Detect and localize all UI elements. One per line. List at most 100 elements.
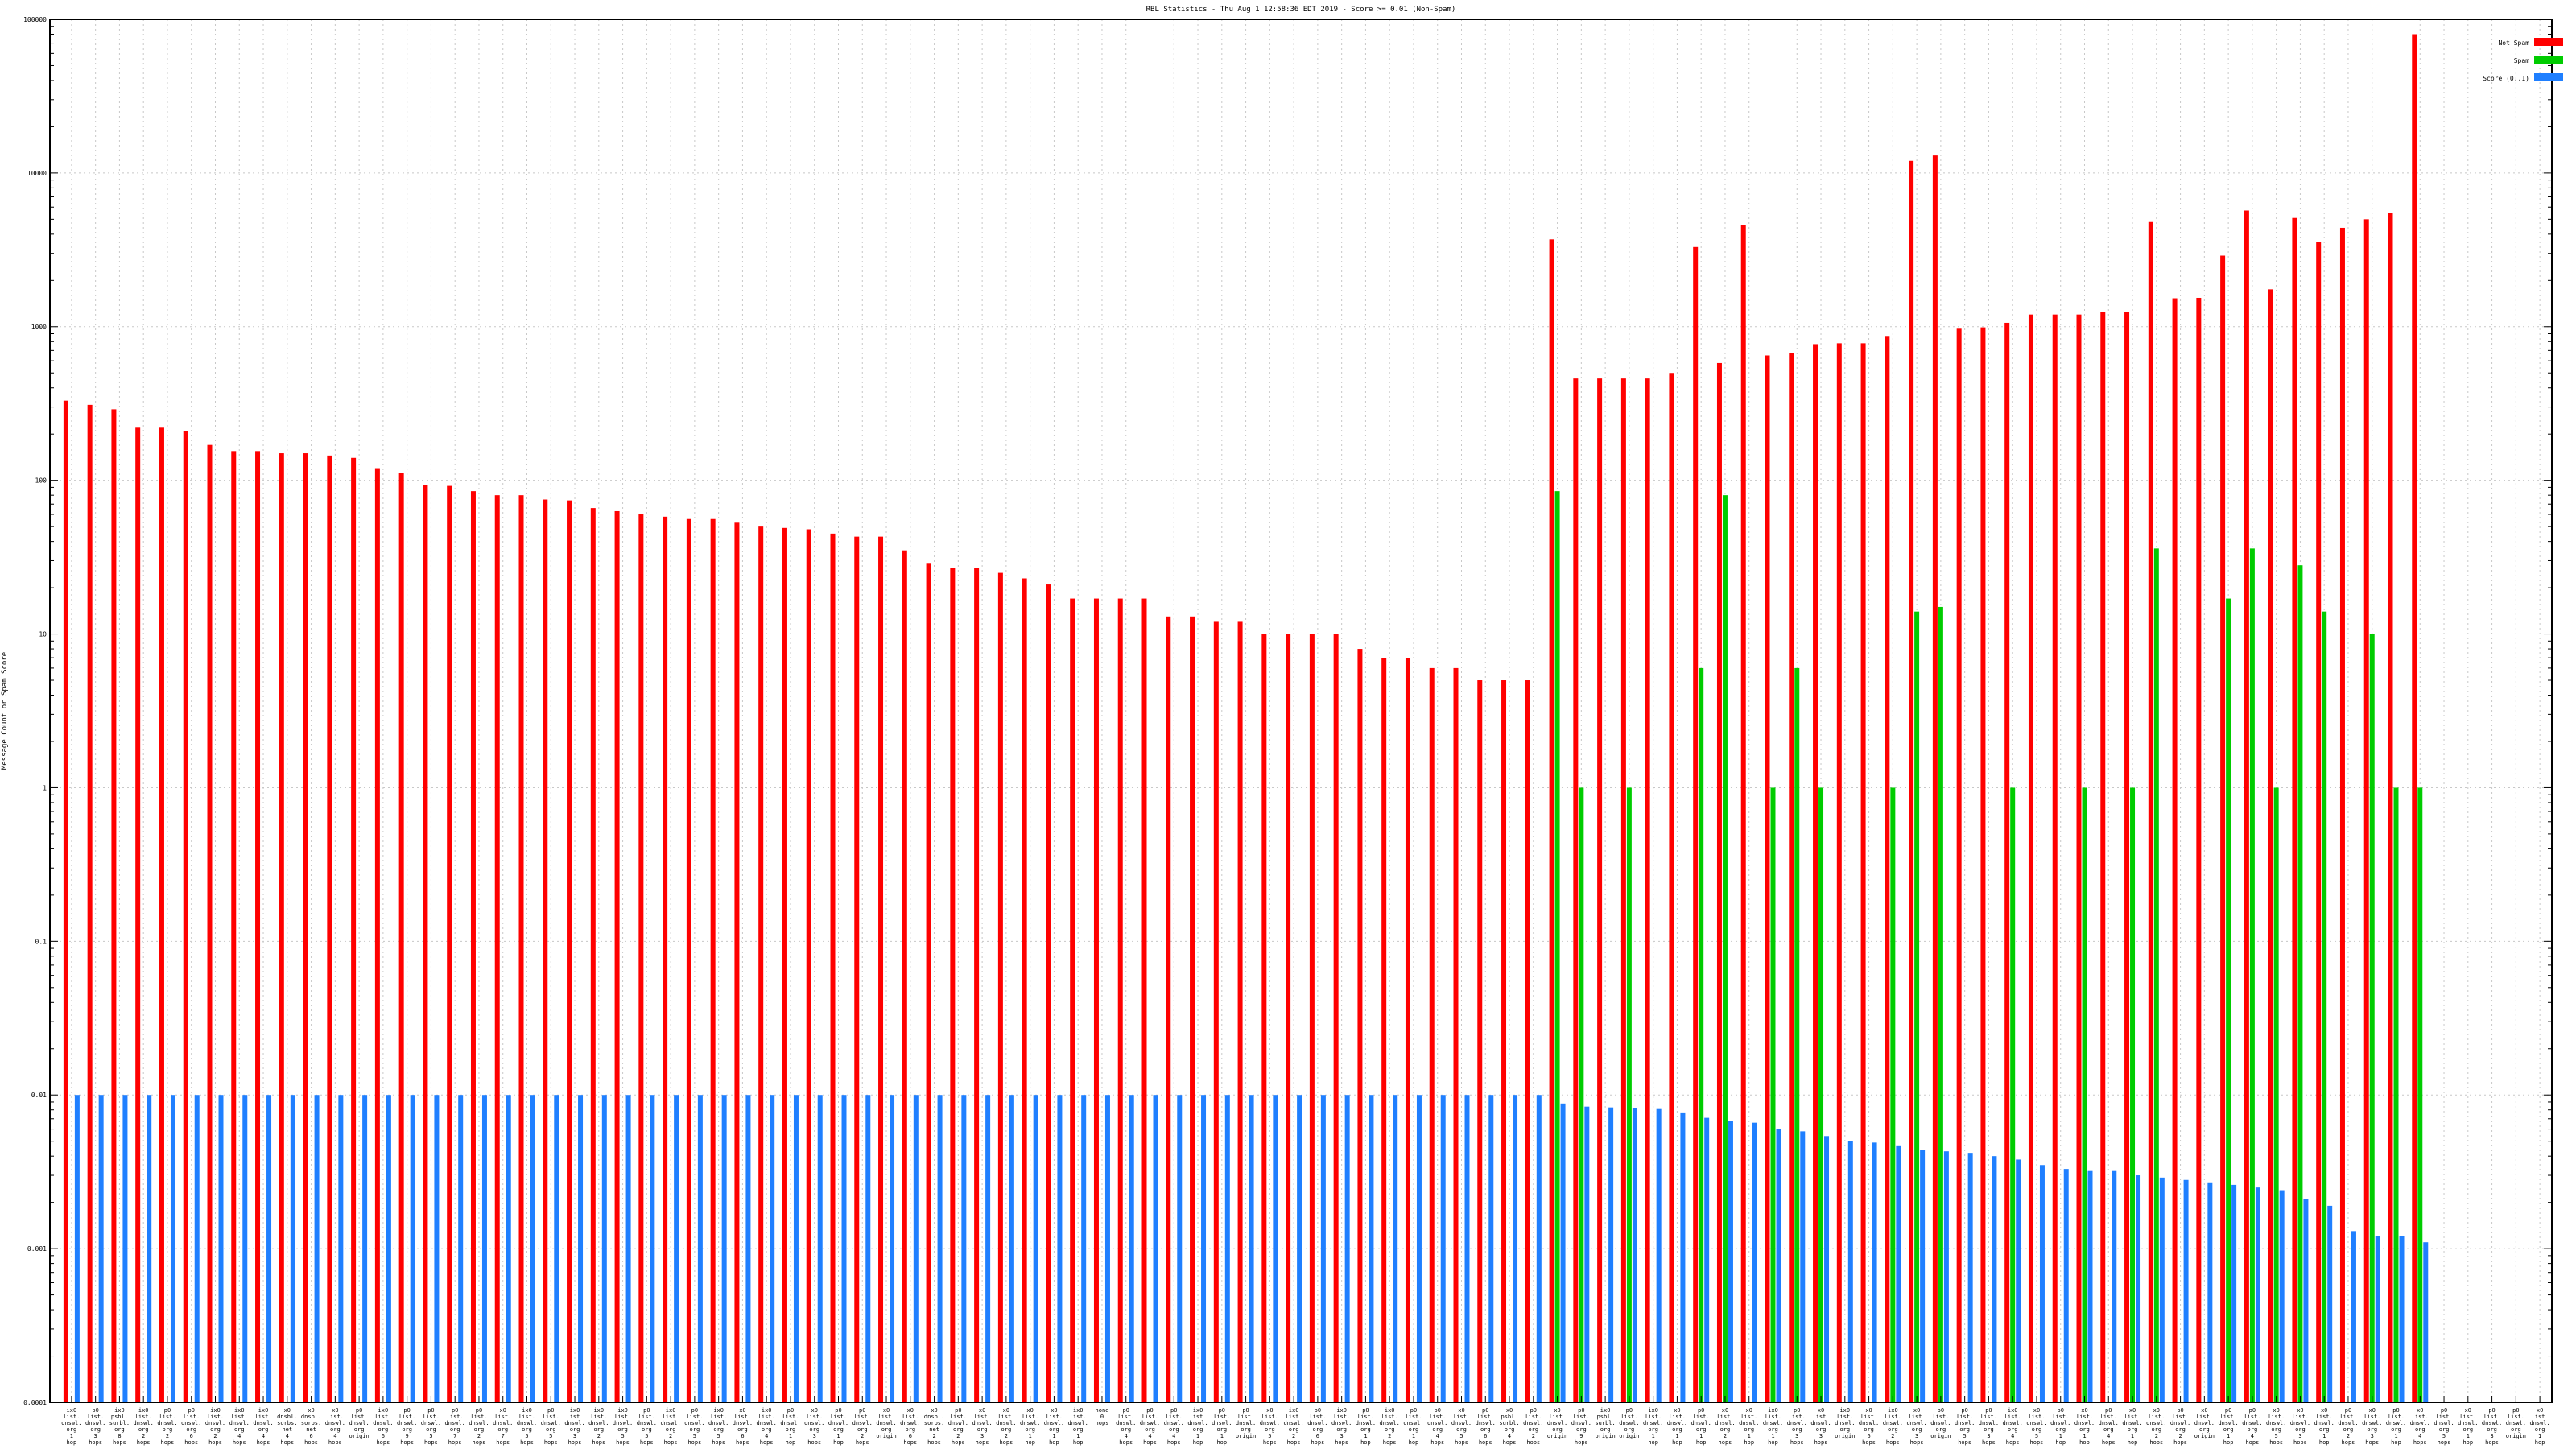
x-tick-label: ix0 list. dnswl. org 2 hops [205, 1407, 225, 1446]
bar-spam [1938, 606, 1943, 1402]
x-tick-label: none 0 hops [1096, 1407, 1109, 1426]
bar-score-0-1 [1560, 1103, 1566, 1402]
bar-not-spam [686, 518, 691, 1402]
bar-score-0-1 [1249, 1095, 1254, 1402]
bar-not-spam [1956, 328, 1962, 1402]
bar-not-spam [2076, 314, 2082, 1402]
x-tick-label: x0 list. dnswl. org 4 hops [2410, 1407, 2430, 1446]
x-tick-label: p0 list. dnswl. org 5 hops [1955, 1407, 1975, 1446]
x-tick-label: x0 list. dnswl. org 6 hops [733, 1407, 753, 1446]
x-tick-label: ix0 list. dnswl. org 6 hops [373, 1407, 393, 1446]
bar-score-0-1 [1129, 1095, 1134, 1402]
x-tick-label: ix0 list. dnswl. org 4 hops [757, 1407, 777, 1446]
bar-score-0-1 [1104, 1095, 1110, 1402]
bar-score-0-1 [170, 1095, 175, 1402]
bar-score-0-1 [601, 1095, 607, 1402]
bar-score-0-1 [793, 1095, 799, 1402]
x-tick-label: x0 dnsbl. sorbs. net 4 hops [277, 1407, 297, 1446]
bar-not-spam [1980, 327, 1986, 1402]
bar-not-spam [135, 427, 141, 1402]
x-tick-label: x0 list. dnswl. org 4 hops [325, 1407, 345, 1446]
x-tick-label: p0 list. dnswl. org 3 hops [1979, 1407, 1999, 1446]
bar-not-spam [1213, 621, 1219, 1402]
bar-score-0-1 [1967, 1153, 1973, 1402]
bar-score-0-1 [2399, 1236, 2405, 1402]
bar-not-spam [2388, 213, 2393, 1402]
bar-not-spam [1190, 616, 1195, 1402]
bar-not-spam [1549, 239, 1554, 1402]
bar-score-0-1 [1153, 1095, 1158, 1402]
bar-score-0-1 [2423, 1242, 2429, 1402]
bar-not-spam [543, 499, 548, 1402]
legend-swatch [2534, 73, 2563, 81]
bar-not-spam [2148, 221, 2153, 1403]
x-tick-label: x0 list. dnswl. org origin [2194, 1407, 2215, 1439]
x-tick-label: ix0 psbl. surbl. org origin [1595, 1407, 1615, 1439]
x-tick-label: x0 dnsbl. sorbs. net 2 hops [924, 1407, 944, 1446]
x-tick-label: x0 list. dnswl. org 1 hop [2529, 1407, 2549, 1446]
bar-score-0-1 [985, 1095, 991, 1402]
x-tick-label: x0 list. dnswl. org 6 hops [900, 1407, 920, 1446]
x-tick-label: p0 list. dnswl. org 2 hops [948, 1407, 968, 1446]
x-tick-label: x0 list. dnswl. org 6 hops [1859, 1407, 1879, 1446]
y-tick-label: 0.001 [27, 1245, 47, 1253]
x-tick-label: p0 list. dnswl. org 4 hops [1427, 1407, 1447, 1446]
x-tick-label: p0 list. dnswl. org 1 hop [1403, 1407, 1423, 1446]
x-tick-label: x0 list. dnswl. org 2 hops [2146, 1407, 2166, 1446]
bar-score-0-1 [1896, 1145, 1901, 1402]
x-tick-label: p0 list. dnswl. org 1 hop [1691, 1407, 1711, 1446]
bar-not-spam [1693, 246, 1699, 1403]
bar-not-spam [2196, 297, 2202, 1402]
bar-score-0-1 [314, 1095, 320, 1402]
bar-not-spam [830, 533, 836, 1403]
x-tick-label: x0 list. dnswl. org 2 hops [996, 1407, 1016, 1446]
bar-score-0-1 [1393, 1095, 1398, 1402]
x-tick-label: ix0 list. dnswl. org origin [1835, 1407, 1855, 1439]
bar-not-spam [1669, 373, 1674, 1402]
bar-not-spam [1836, 343, 1842, 1402]
x-tick-label: p0 list. dnswl. org 4 hops [1140, 1407, 1160, 1446]
x-tick-label: ix0 list. dnswl. org 5 hops [517, 1407, 537, 1446]
x-tick-label: x0 list. dnswl. org 5 hops [1451, 1407, 1472, 1446]
x-tick-label: x0 list. dnswl. org 3 hops [1810, 1407, 1831, 1446]
x-tick-label: ix0 list. dnswl. org 3 hops [1331, 1407, 1352, 1446]
bar-score-0-1 [1943, 1151, 1949, 1402]
bar-score-0-1 [1416, 1095, 1422, 1402]
bar-score-0-1 [1320, 1095, 1326, 1402]
bar-score-0-1 [1776, 1129, 1781, 1402]
x-tick-label: x0 list. dnswl. org 1 hop [2122, 1407, 2142, 1446]
bar-not-spam [159, 427, 164, 1402]
x-tick-label: x0 list. dnswl. org 1 hop [1020, 1407, 1040, 1446]
bar-not-spam [782, 527, 787, 1402]
y-axis-label: Message Count or Spam Score [1, 652, 9, 770]
bar-score-0-1 [338, 1095, 344, 1402]
x-tick-label: x0 list. dnswl. org 7 hops [493, 1407, 513, 1446]
x-tick-label: p0 list. dnswl. org 1 hop [2050, 1407, 2070, 1446]
bar-not-spam [1860, 343, 1866, 1402]
bar-score-0-1 [2279, 1190, 2285, 1402]
bar-not-spam [1765, 355, 1770, 1403]
bar-score-0-1 [1368, 1095, 1374, 1402]
bar-not-spam [327, 455, 332, 1402]
x-tick-label: ix0 list. dnswl. org 3 hops [564, 1407, 584, 1446]
bar-spam [2249, 548, 2255, 1403]
bar-score-0-1 [2375, 1236, 2380, 1402]
x-tick-label: x0 list. dnswl. org origin [1547, 1407, 1567, 1439]
x-tick-label: ix0 list. dnswl. org 2 hops [134, 1407, 154, 1446]
bar-score-0-1 [1920, 1150, 1926, 1402]
bar-score-0-1 [2351, 1231, 2356, 1402]
bar-not-spam [878, 536, 884, 1402]
bar-score-0-1 [147, 1095, 152, 1402]
bar-not-spam [63, 400, 68, 1402]
bar-not-spam [1333, 634, 1339, 1402]
bar-score-0-1 [1057, 1095, 1063, 1402]
bar-spam [1914, 611, 1920, 1402]
bar-spam [2393, 787, 2399, 1402]
bar-not-spam [1357, 649, 1363, 1402]
x-tick-label: p0 list. dnswl. org 1 hop [1356, 1407, 1376, 1446]
bar-score-0-1 [625, 1095, 631, 1402]
bar-spam [1770, 787, 1776, 1402]
x-tick-label: p0 list. dnswl. org 5 hops [421, 1407, 441, 1446]
bar-score-0-1 [1800, 1131, 1806, 1402]
bar-score-0-1 [2159, 1177, 2165, 1402]
